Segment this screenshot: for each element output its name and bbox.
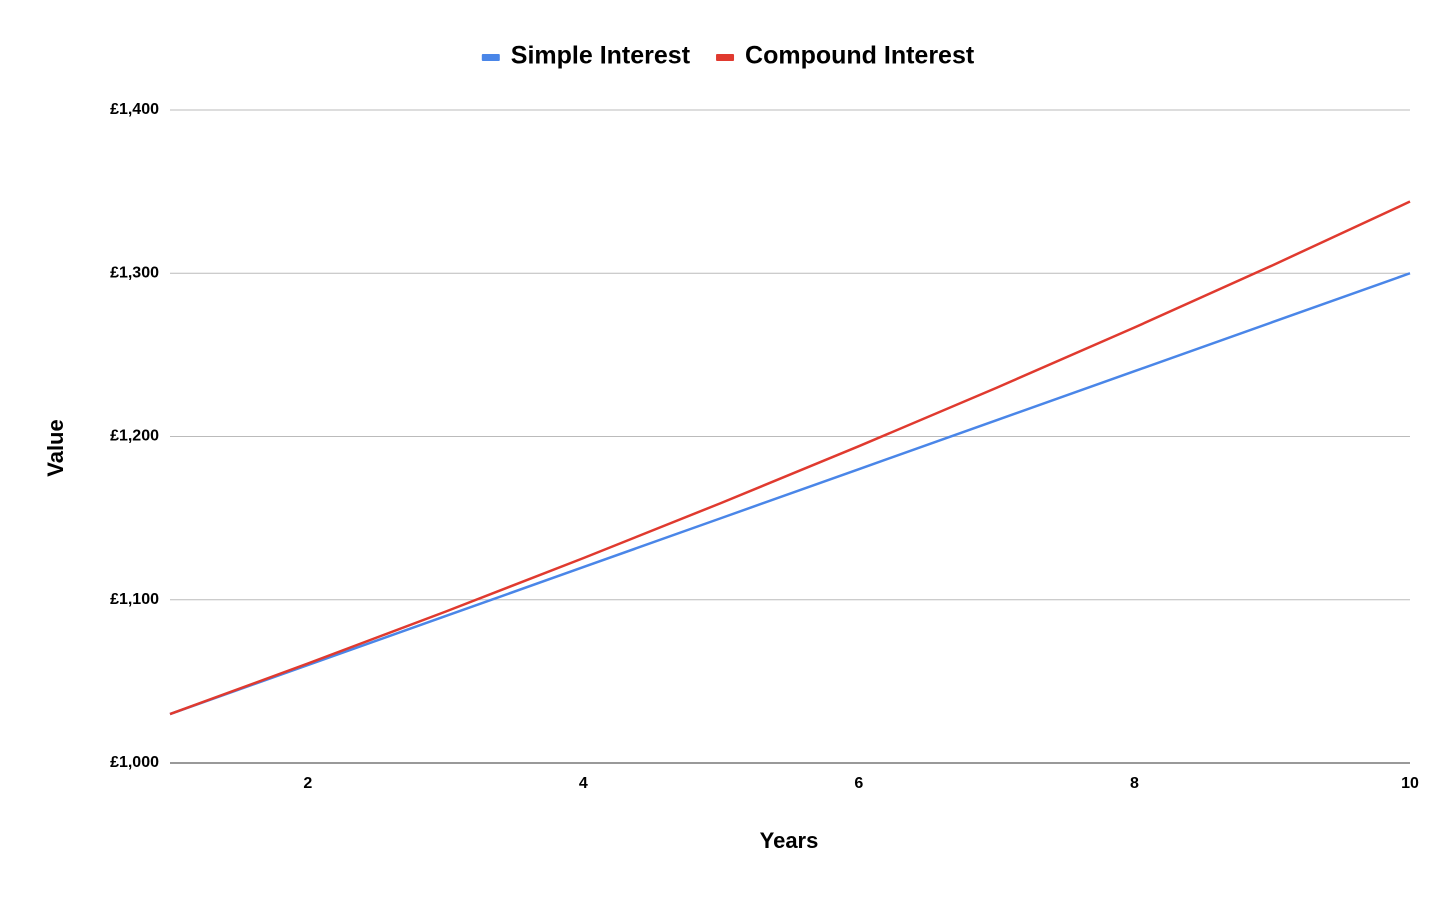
x-tick-label: 10 (1401, 775, 1419, 792)
x-axis-title: Years (760, 828, 819, 853)
line-series (169, 200, 1411, 716)
y-tick-label: £1,400 (110, 101, 159, 118)
y-tick-label: £1,000 (110, 754, 159, 771)
x-tick-label: 6 (854, 775, 863, 792)
x-tick-label: 8 (1130, 775, 1139, 792)
legend-label: Simple Interest (511, 42, 691, 70)
y-tick-label: £1,200 (110, 428, 159, 445)
legend-swatch (481, 54, 500, 61)
y-tick-label: £1,100 (110, 591, 159, 608)
line-series (169, 272, 1411, 716)
legend-label: Compound Interest (745, 42, 975, 70)
y-tick-label: £1,300 (110, 264, 159, 281)
x-tick-label: 4 (579, 775, 588, 792)
x-tick-label: 2 (303, 775, 312, 792)
legend-swatch (716, 54, 735, 61)
y-axis-title: Value (43, 419, 68, 476)
